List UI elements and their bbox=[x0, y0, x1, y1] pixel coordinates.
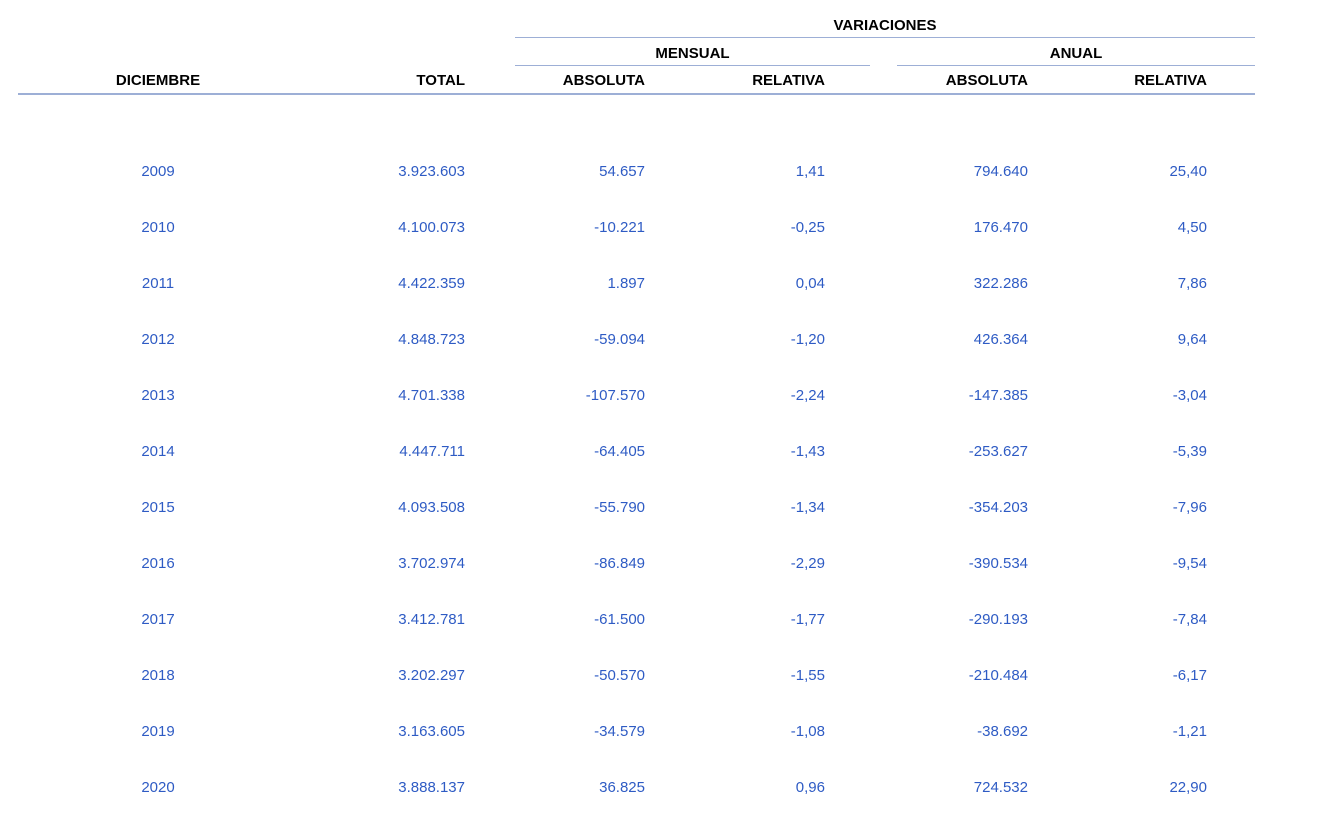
cell-mensual-relativa: -0,25 bbox=[790, 218, 825, 236]
cell-total: 4.447.711 bbox=[399, 442, 465, 460]
table-row: 2020 3.888.137 36.825 0,96 724.532 22,90 bbox=[18, 759, 1255, 815]
table-row: 2012 4.848.723 -59.094 -1,20 426.364 9,64 bbox=[18, 311, 1255, 367]
cell-mensual-absoluta: -55.790 bbox=[594, 498, 645, 516]
cell-anual-relativa: -5,39 bbox=[1172, 442, 1207, 460]
cell-mensual-absoluta: -59.094 bbox=[594, 330, 645, 348]
cell-anual-relativa: 4,50 bbox=[1177, 218, 1207, 236]
cell-total: 4.848.723 bbox=[398, 330, 465, 348]
cell-anual-relativa: 7,86 bbox=[1177, 274, 1207, 292]
cell-mensual-relativa: 0,04 bbox=[795, 274, 825, 292]
cell-total: 3.163.605 bbox=[398, 722, 465, 740]
cell-year: 2013 bbox=[141, 386, 175, 404]
table-row: 2018 3.202.297 -50.570 -1,55 -210.484 -6,17 bbox=[18, 647, 1255, 703]
cell-anual-absoluta: -290.193 bbox=[968, 610, 1028, 628]
column-header-anual-relativa: RELATIVA bbox=[1134, 72, 1207, 89]
cell-year: 2020 bbox=[141, 778, 175, 796]
cell-total: 3.202.297 bbox=[398, 666, 465, 684]
cell-mensual-absoluta: -61.500 bbox=[594, 610, 645, 628]
cell-year: 2016 bbox=[141, 554, 175, 572]
group-header-row: VARIACIONES bbox=[18, 0, 1255, 38]
cell-year: 2017 bbox=[141, 610, 175, 628]
cell-year: 2014 bbox=[141, 442, 175, 460]
cell-anual-absoluta: 176.470 bbox=[973, 218, 1028, 236]
cell-anual-relativa: -9,54 bbox=[1172, 554, 1207, 572]
column-header-mensual-absoluta: ABSOLUTA bbox=[562, 72, 645, 89]
cell-mensual-relativa: -1,55 bbox=[790, 666, 825, 684]
cell-anual-absoluta: -210.484 bbox=[968, 666, 1028, 684]
cell-mensual-absoluta: -10.221 bbox=[594, 218, 645, 236]
statistics-table: VARIACIONES MENSUAL ANUAL DICIEMBRE TOTA… bbox=[18, 0, 1255, 815]
cell-total: 4.100.073 bbox=[398, 218, 465, 236]
cell-anual-absoluta: -147.385 bbox=[968, 386, 1028, 404]
cell-anual-absoluta: 794.640 bbox=[973, 162, 1028, 180]
table-row: 2010 4.100.073 -10.221 -0,25 176.470 4,50 bbox=[18, 199, 1255, 255]
cell-mensual-absoluta: -86.849 bbox=[594, 554, 645, 572]
column-header-diciembre: DICIEMBRE bbox=[115, 72, 201, 89]
cell-year: 2010 bbox=[141, 218, 175, 236]
column-header-total: TOTAL bbox=[416, 72, 465, 89]
column-header-mensual-relativa: RELATIVA bbox=[752, 72, 825, 89]
variaciones-group-header: VARIACIONES bbox=[515, 17, 1255, 38]
cell-anual-absoluta: 724.532 bbox=[973, 778, 1028, 796]
cell-anual-relativa: 9,64 bbox=[1177, 330, 1207, 348]
cell-mensual-absoluta: 36.825 bbox=[599, 778, 645, 796]
cell-mensual-absoluta: -64.405 bbox=[594, 442, 645, 460]
cell-mensual-relativa: -1,20 bbox=[790, 330, 825, 348]
cell-year: 2011 bbox=[141, 274, 175, 292]
table-row: 2014 4.447.711 -64.405 -1,43 -253.627 -5,39 bbox=[18, 423, 1255, 479]
cell-anual-relativa: 25,40 bbox=[1169, 162, 1207, 180]
cell-mensual-absoluta: 54.657 bbox=[599, 162, 645, 180]
table-row: 2013 4.701.338 -107.570 -2,24 -147.385 -3,04 bbox=[18, 367, 1255, 423]
table-row: 2009 3.923.603 54.657 1,41 794.640 25,40 bbox=[18, 143, 1255, 199]
cell-anual-relativa: 22,90 bbox=[1169, 778, 1207, 796]
table-row: 2019 3.163.605 -34.579 -1,08 -38.692 -1,21 bbox=[18, 703, 1255, 759]
cell-anual-absoluta: -38.692 bbox=[977, 722, 1028, 740]
column-header-row: DICIEMBRE TOTAL ABSOLUTA RELATIVA ABSOLU… bbox=[18, 66, 1255, 95]
cell-year: 2019 bbox=[141, 722, 175, 740]
cell-mensual-absoluta: -50.570 bbox=[594, 666, 645, 684]
cell-year: 2015 bbox=[141, 498, 175, 516]
cell-anual-absoluta: 322.286 bbox=[973, 274, 1028, 292]
cell-mensual-relativa: -1,43 bbox=[790, 442, 825, 460]
cell-mensual-relativa: 1,41 bbox=[795, 162, 825, 180]
cell-anual-absoluta: -390.534 bbox=[968, 554, 1028, 572]
subgroup-header-row: MENSUAL ANUAL bbox=[18, 38, 1255, 66]
cell-anual-absoluta: 426.364 bbox=[973, 330, 1028, 348]
cell-total: 4.701.338 bbox=[398, 386, 465, 404]
table-row: 2015 4.093.508 -55.790 -1,34 -354.203 -7,96 bbox=[18, 479, 1255, 535]
cell-anual-relativa: -3,04 bbox=[1172, 386, 1207, 404]
cell-total: 3.888.137 bbox=[398, 778, 465, 796]
cell-anual-relativa: -1,21 bbox=[1172, 722, 1207, 740]
cell-mensual-relativa: -2,24 bbox=[790, 386, 825, 404]
cell-total: 3.702.974 bbox=[398, 554, 465, 572]
cell-anual-absoluta: -253.627 bbox=[968, 442, 1028, 460]
cell-total: 3.923.603 bbox=[398, 162, 465, 180]
table-row: 2011 4.422.359 1.897 0,04 322.286 7,86 bbox=[18, 255, 1255, 311]
cell-total: 4.093.508 bbox=[398, 498, 465, 516]
cell-anual-relativa: -6,17 bbox=[1172, 666, 1207, 684]
table-row: 2017 3.412.781 -61.500 -1,77 -290.193 -7,84 bbox=[18, 591, 1255, 647]
cell-mensual-relativa: -2,29 bbox=[790, 554, 825, 572]
cell-mensual-relativa: -1,34 bbox=[790, 498, 825, 516]
cell-mensual-absoluta: 1.897 bbox=[607, 274, 645, 292]
anual-subgroup-header: ANUAL bbox=[897, 45, 1255, 66]
cell-year: 2012 bbox=[141, 330, 175, 348]
cell-anual-relativa: -7,84 bbox=[1172, 610, 1207, 628]
mensual-subgroup-header: MENSUAL bbox=[515, 45, 870, 66]
cell-mensual-relativa: -1,77 bbox=[790, 610, 825, 628]
column-header-anual-absoluta: ABSOLUTA bbox=[945, 72, 1028, 89]
cell-mensual-relativa: 0,96 bbox=[795, 778, 825, 796]
table-body: 2009 3.923.603 54.657 1,41 794.640 25,40 2010 4… bbox=[18, 143, 1255, 815]
cell-total: 3.412.781 bbox=[398, 610, 465, 628]
cell-anual-relativa: -7,96 bbox=[1172, 498, 1207, 516]
cell-mensual-relativa: -1,08 bbox=[790, 722, 825, 740]
cell-anual-absoluta: -354.203 bbox=[968, 498, 1028, 516]
cell-year: 2018 bbox=[141, 666, 175, 684]
table-row: 2016 3.702.974 -86.849 -2,29 -390.534 -9,54 bbox=[18, 535, 1255, 591]
cell-total: 4.422.359 bbox=[398, 274, 465, 292]
cell-year: 2009 bbox=[141, 162, 175, 180]
cell-mensual-absoluta: -34.579 bbox=[594, 722, 645, 740]
cell-mensual-absoluta: -107.570 bbox=[585, 386, 645, 404]
